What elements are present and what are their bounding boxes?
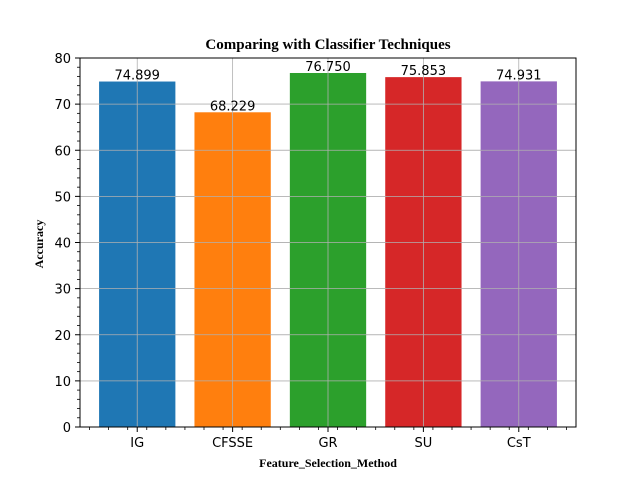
y-tick-label: 30 — [54, 283, 71, 298]
x-grid-layer — [80, 58, 576, 427]
x-tick-label: GR — [318, 436, 337, 451]
y-tick-label: 70 — [54, 98, 71, 113]
bar-value-label: 74.931 — [496, 68, 542, 83]
axes-frame — [79, 57, 577, 428]
x-tick-label: SU — [414, 436, 432, 451]
y-tick-label: 60 — [54, 144, 71, 159]
y-tick-label: 0 — [63, 421, 71, 436]
bar-value-label: 76.750 — [305, 60, 351, 75]
x-axis-label: Feature_Selection_Method — [259, 456, 397, 470]
bar-value-label: 74.899 — [114, 69, 160, 84]
y-tick-label: 10 — [54, 375, 71, 390]
y-axis-label: Accuracy — [32, 220, 46, 269]
y-tick-label: 80 — [54, 52, 71, 67]
x-tick-label: IG — [130, 436, 144, 451]
y-tick-label: 40 — [54, 237, 71, 252]
data-labels-layer: 74.899 68.229 76.750 75.853 74.931 — [114, 60, 541, 114]
y-tick-label: 20 — [54, 329, 71, 344]
chart-title: Comparing with Classifier Techniques — [205, 37, 450, 53]
bar-value-label: 75.853 — [401, 64, 447, 79]
x-tick-label: CsT — [507, 436, 531, 451]
plot-area: 0 10 20 30 40 50 60 70 80 IG CFSSE GR SU CsT 74.899 68… — [54, 52, 577, 451]
y-tick-label: 50 — [54, 190, 71, 205]
x-tick-label: CFSSE — [212, 436, 253, 451]
bar-value-label: 68.229 — [210, 99, 256, 114]
